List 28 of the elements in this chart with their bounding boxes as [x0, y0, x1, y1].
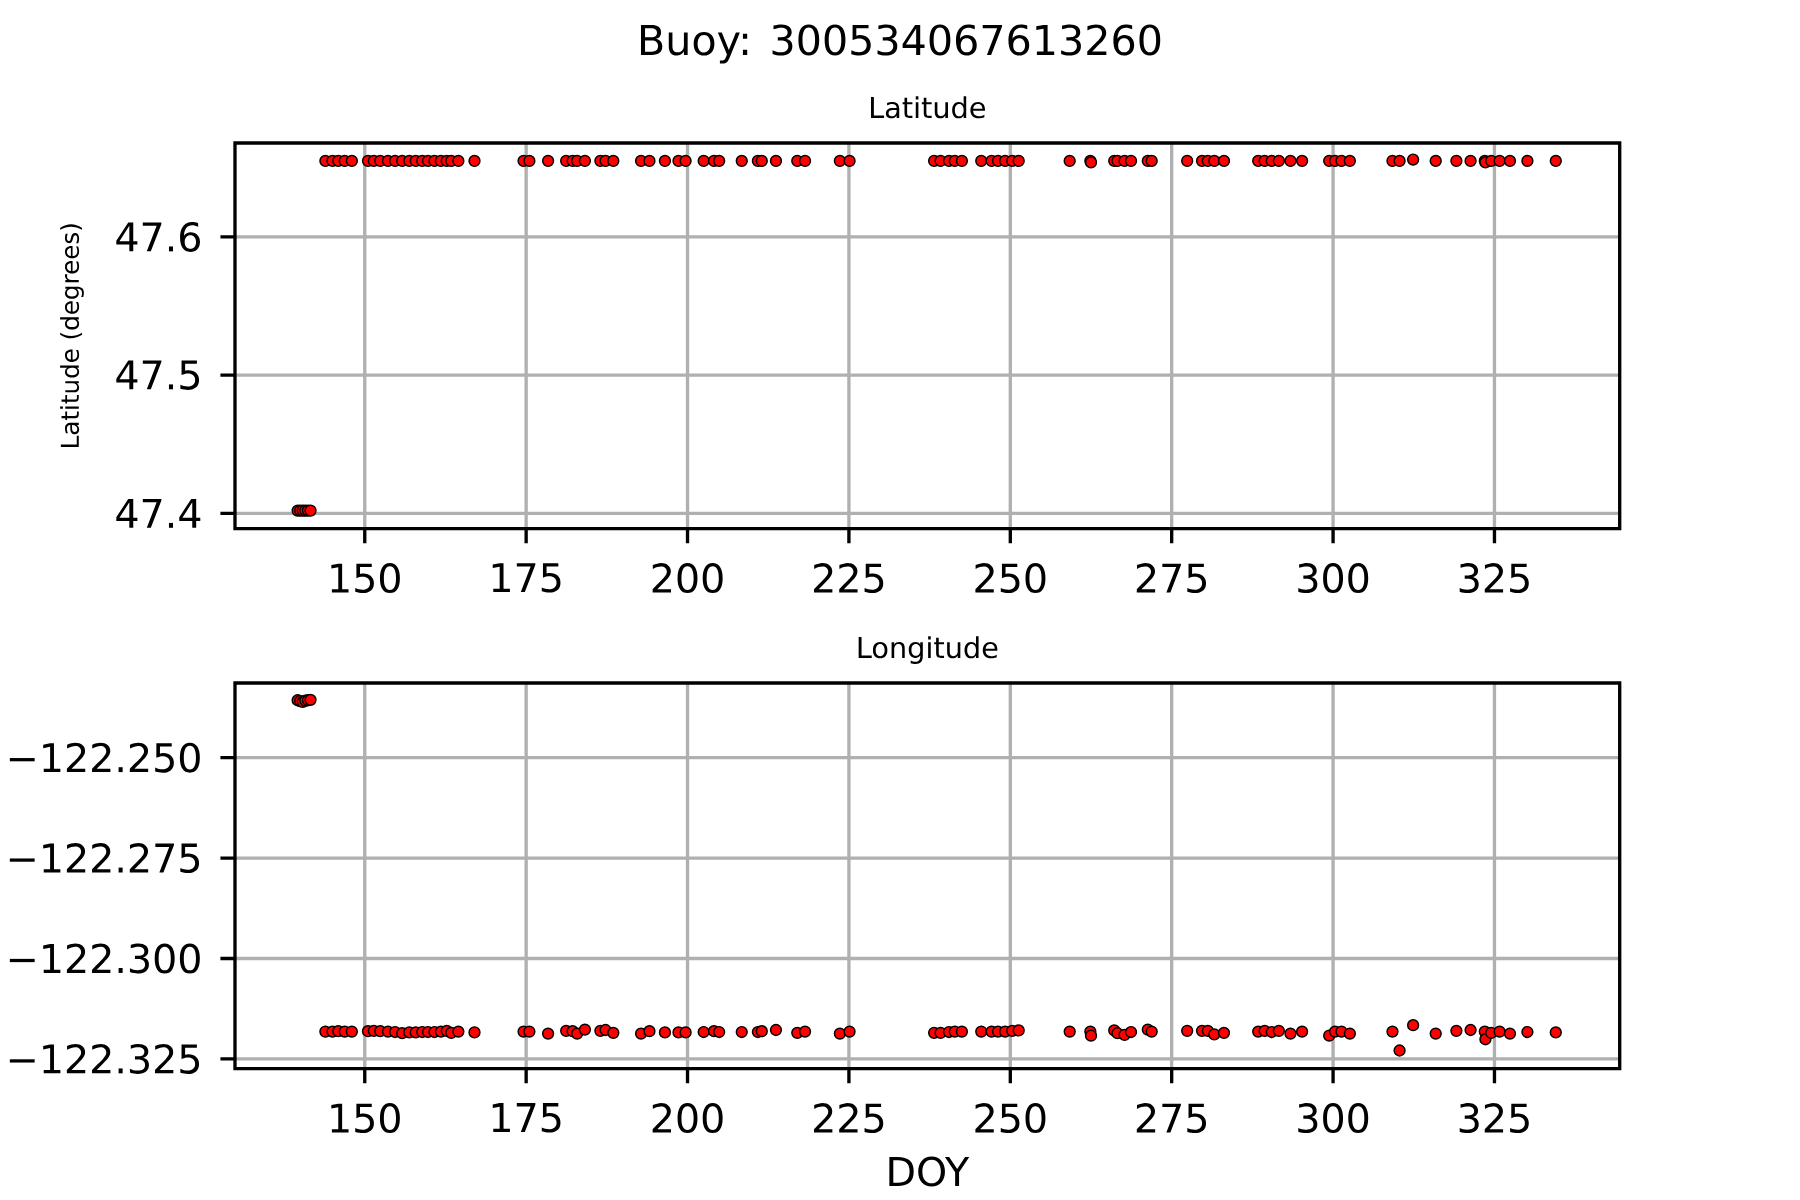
x-tick-label: 150	[331, 563, 400, 594]
x-tick-label: 150	[331, 1103, 400, 1134]
x-tick-label: 250	[975, 1103, 1046, 1134]
x-tick-label: 275	[1136, 563, 1207, 594]
x-tick-label: 175	[492, 563, 561, 593]
x-tick-label: 250	[975, 563, 1046, 594]
y-tick-label: −122.300	[9, 943, 200, 974]
x-tick-label: 175	[492, 1103, 561, 1133]
chart-title: Longitude	[858, 636, 998, 664]
chart-title: Buoy: 300534067613260	[640, 24, 1161, 64]
y-tick-label: 47.6	[116, 221, 200, 252]
x-tick-label: 325	[1459, 563, 1529, 594]
y-tick-label: −122.250	[9, 742, 200, 773]
x-tick-label: 300	[1298, 1103, 1369, 1134]
x-tick-label: 200	[652, 563, 723, 594]
y-tick-label: −122.325	[9, 1043, 200, 1074]
x-tick-label: 275	[1136, 1103, 1207, 1134]
x-tick-label: 225	[814, 1103, 884, 1134]
x-axis-title: DOY	[889, 1156, 970, 1187]
x-tick-label: 325	[1459, 1103, 1529, 1134]
x-tick-label: 225	[814, 563, 884, 594]
y-tick-label: 47.5	[116, 360, 200, 390]
y-tick-label: 47.4	[116, 498, 201, 528]
x-tick-label: 300	[1298, 563, 1369, 594]
chart-subtitle: Latitude	[871, 96, 985, 119]
y-tick-label: −122.275	[9, 843, 200, 874]
x-tick-label: 200	[652, 1103, 723, 1134]
y-axis-title: Latitude (degrees)	[60, 224, 84, 447]
